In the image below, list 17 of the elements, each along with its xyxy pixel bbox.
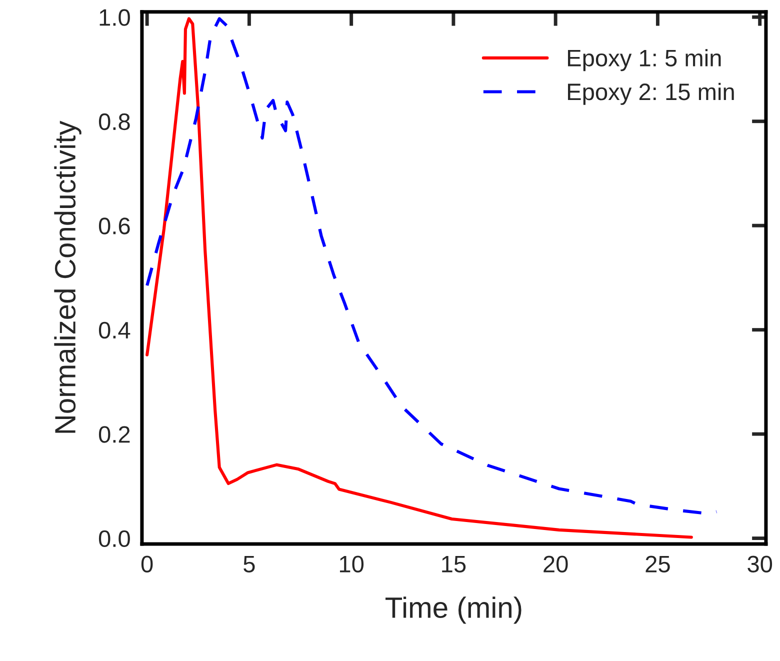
y-tick-label: 0.6 <box>98 218 130 234</box>
y-tick-label: 0.2 <box>98 426 130 443</box>
y-tick-label: 0.8 <box>98 113 130 130</box>
y-axis-title: Normalized Conductivity <box>54 120 82 433</box>
x-tick-label: 5 <box>244 556 255 572</box>
x-tick-label: 15 <box>442 556 466 572</box>
y-tick-label: 0.4 <box>98 322 130 339</box>
x-tick-label: 10 <box>340 556 364 572</box>
y-tick-label: 1.0 <box>100 9 130 26</box>
x-tick-label: 30 <box>748 556 772 572</box>
x-axis-title: Time (min) <box>386 596 522 624</box>
legend-label: Epoxy 2: 15 min <box>568 82 734 105</box>
x-tick-label: 0 <box>141 556 153 572</box>
x-tick-label: 25 <box>646 556 670 572</box>
x-tick-label: 20 <box>544 556 568 572</box>
legend-label: Epoxy 1: 5 min <box>568 49 721 72</box>
y-tick-label: 0.0 <box>98 530 130 548</box>
